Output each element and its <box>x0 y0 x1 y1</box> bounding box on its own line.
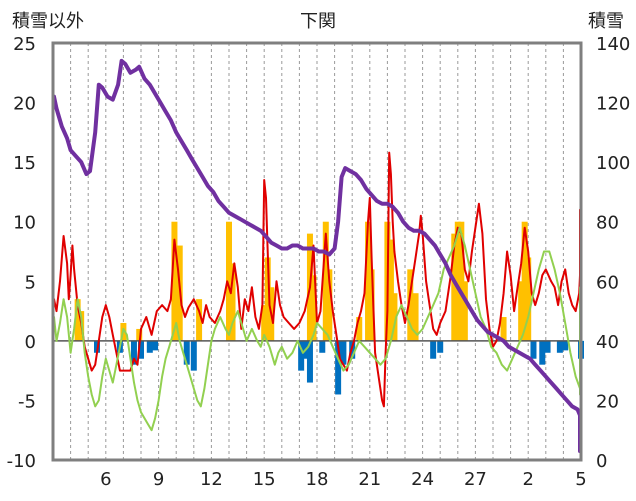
y-right-tick-label: 0 <box>596 451 607 472</box>
x-axis: 6 9 12 15 18 21 24 27 2 5 <box>100 469 587 490</box>
bar <box>298 340 305 371</box>
series-line <box>53 226 581 432</box>
bar <box>544 340 551 353</box>
y-left-tick-label: 0 <box>25 332 36 353</box>
x-tick-label: 21 <box>358 469 381 490</box>
y-left-tick-label: 15 <box>13 153 36 174</box>
x-tick-label: 18 <box>306 469 329 490</box>
x-tick-label: 9 <box>153 469 164 490</box>
x-tick-label: 6 <box>100 469 111 490</box>
bar <box>226 221 232 341</box>
bar <box>196 299 203 341</box>
bar <box>387 239 394 341</box>
bar <box>412 293 419 341</box>
y-right-tick-label: 120 <box>596 94 630 115</box>
x-tick-label: 12 <box>200 469 223 490</box>
left-axis-title: 積雪以外 <box>12 11 84 32</box>
bar <box>356 317 363 341</box>
bar <box>130 340 137 365</box>
y-left-tick-label: -5 <box>18 391 36 412</box>
bar <box>340 340 347 365</box>
x-tick-label: 15 <box>253 469 276 490</box>
bar <box>525 257 532 341</box>
bar <box>326 269 333 341</box>
bar <box>136 328 143 341</box>
bar <box>306 340 313 383</box>
bar <box>261 305 268 341</box>
line-series <box>52 58 582 454</box>
bar <box>335 340 342 395</box>
y-left-tick-label: -10 <box>7 451 36 472</box>
y-right-tick-label: 40 <box>596 332 619 353</box>
bar <box>451 233 458 341</box>
x-tick-label: 5 <box>575 469 586 490</box>
bar <box>152 340 159 351</box>
y-right-tick-label: 100 <box>596 153 630 174</box>
bar <box>171 221 178 341</box>
y-left-tick-label: 20 <box>13 94 36 115</box>
bar <box>454 221 461 341</box>
bar <box>556 340 563 353</box>
bar <box>539 340 546 365</box>
y-left-tick-label: 10 <box>13 213 36 234</box>
y-left-tick-label: 25 <box>13 34 36 55</box>
bar <box>368 269 375 341</box>
bar <box>430 340 437 359</box>
bar <box>437 340 444 353</box>
bar <box>229 263 236 341</box>
bar <box>183 340 190 365</box>
bar <box>461 281 468 341</box>
y-right-tick-label: 140 <box>596 34 630 55</box>
series-line <box>53 151 581 408</box>
bar <box>146 340 153 353</box>
right-axis-title: 積雪 <box>588 11 624 32</box>
bar <box>310 275 317 341</box>
y-right-tick-label: 80 <box>596 213 619 234</box>
bar <box>407 269 414 341</box>
bar <box>500 317 507 341</box>
bar <box>391 293 398 341</box>
bar <box>562 340 569 351</box>
bar <box>365 221 372 341</box>
x-tick-label: 2 <box>522 469 533 490</box>
bar <box>319 340 326 353</box>
series-line <box>52 58 582 454</box>
y-axis-right: 140 120 100 80 60 40 20 0 <box>596 34 630 472</box>
y-right-tick-label: 60 <box>596 272 619 293</box>
bar <box>138 340 144 359</box>
x-tick-label: 27 <box>464 469 487 490</box>
y-right-tick-label: 20 <box>596 391 619 412</box>
bar <box>322 221 329 341</box>
bar <box>518 281 525 341</box>
bar <box>264 257 271 341</box>
x-tick-label: 24 <box>411 469 434 490</box>
chart-title: 下関 <box>300 11 336 32</box>
bar <box>530 340 537 359</box>
bar <box>74 299 81 341</box>
bar <box>458 221 465 341</box>
bar <box>190 340 197 371</box>
y-left-tick-label: 5 <box>25 272 36 293</box>
plot-frame <box>51 41 583 462</box>
bar <box>521 221 528 341</box>
y-axis-left: 25 20 15 10 5 0 -5 -10 <box>7 34 36 472</box>
